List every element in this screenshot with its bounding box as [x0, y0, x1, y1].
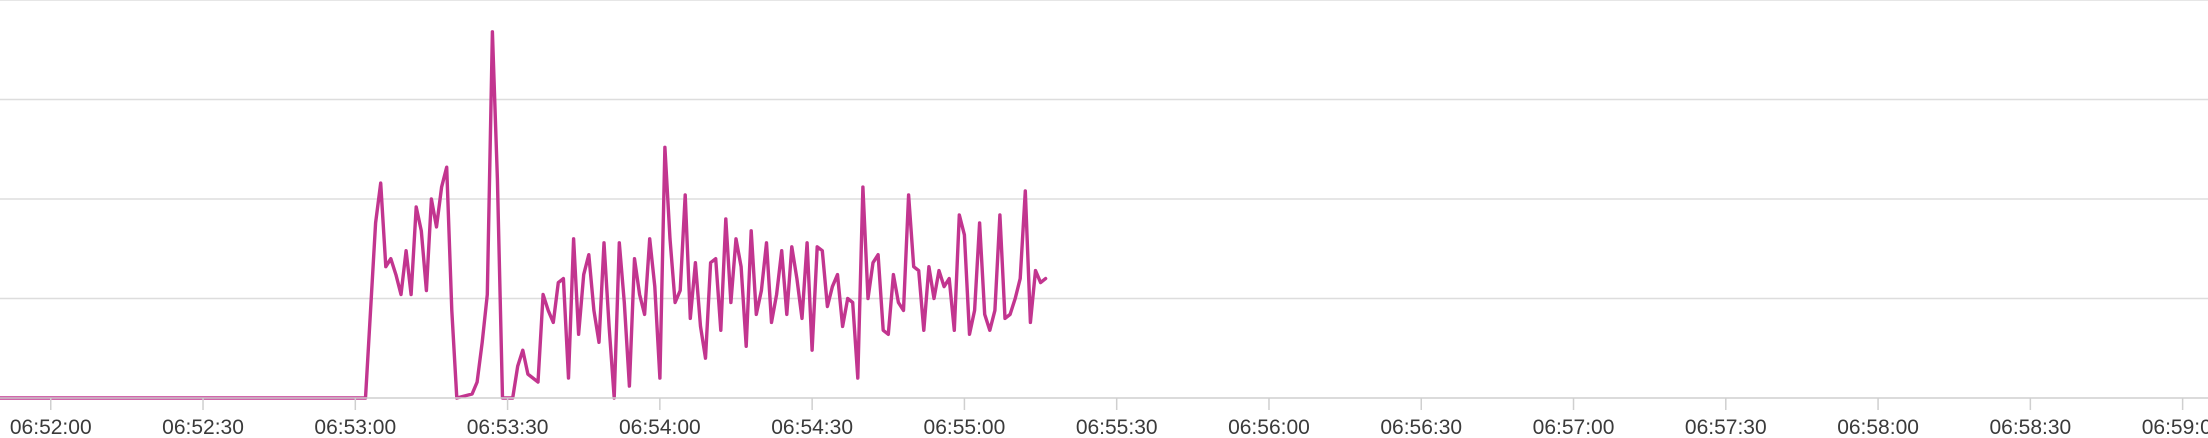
- x-tick-label: 06:58:30: [1989, 416, 2071, 438]
- x-tick-label: 06:53:00: [314, 416, 396, 438]
- x-tick-label: 06:57:00: [1533, 416, 1615, 438]
- x-tick-label: 06:55:00: [924, 416, 1006, 438]
- x-tick-label: 06:52:30: [162, 416, 244, 438]
- x-axis: 06:52:00 06:52:30 06:53:00 06:53:30 06:54:00…: [0, 397, 2208, 438]
- x-tick-label: 06:59:00: [2142, 416, 2208, 438]
- x-tick-label: 06:58:00: [1837, 416, 1919, 438]
- plot-area: [0, 30, 1048, 400]
- gridlines: [0, 0, 2208, 300]
- x-tick-label: 06:52:00: [10, 416, 92, 438]
- x-tick-label: 06:56:00: [1228, 416, 1310, 438]
- series-line: [0, 30, 1048, 400]
- x-tick-label: 06:55:30: [1076, 416, 1158, 438]
- x-tick-label: 06:57:30: [1685, 416, 1767, 438]
- x-tick-label: 06:56:30: [1380, 416, 1462, 438]
- x-tick-label: 06:53:30: [467, 416, 549, 438]
- x-tick-label: 06:54:30: [771, 416, 853, 438]
- x-tick-label: 06:54:00: [619, 416, 701, 438]
